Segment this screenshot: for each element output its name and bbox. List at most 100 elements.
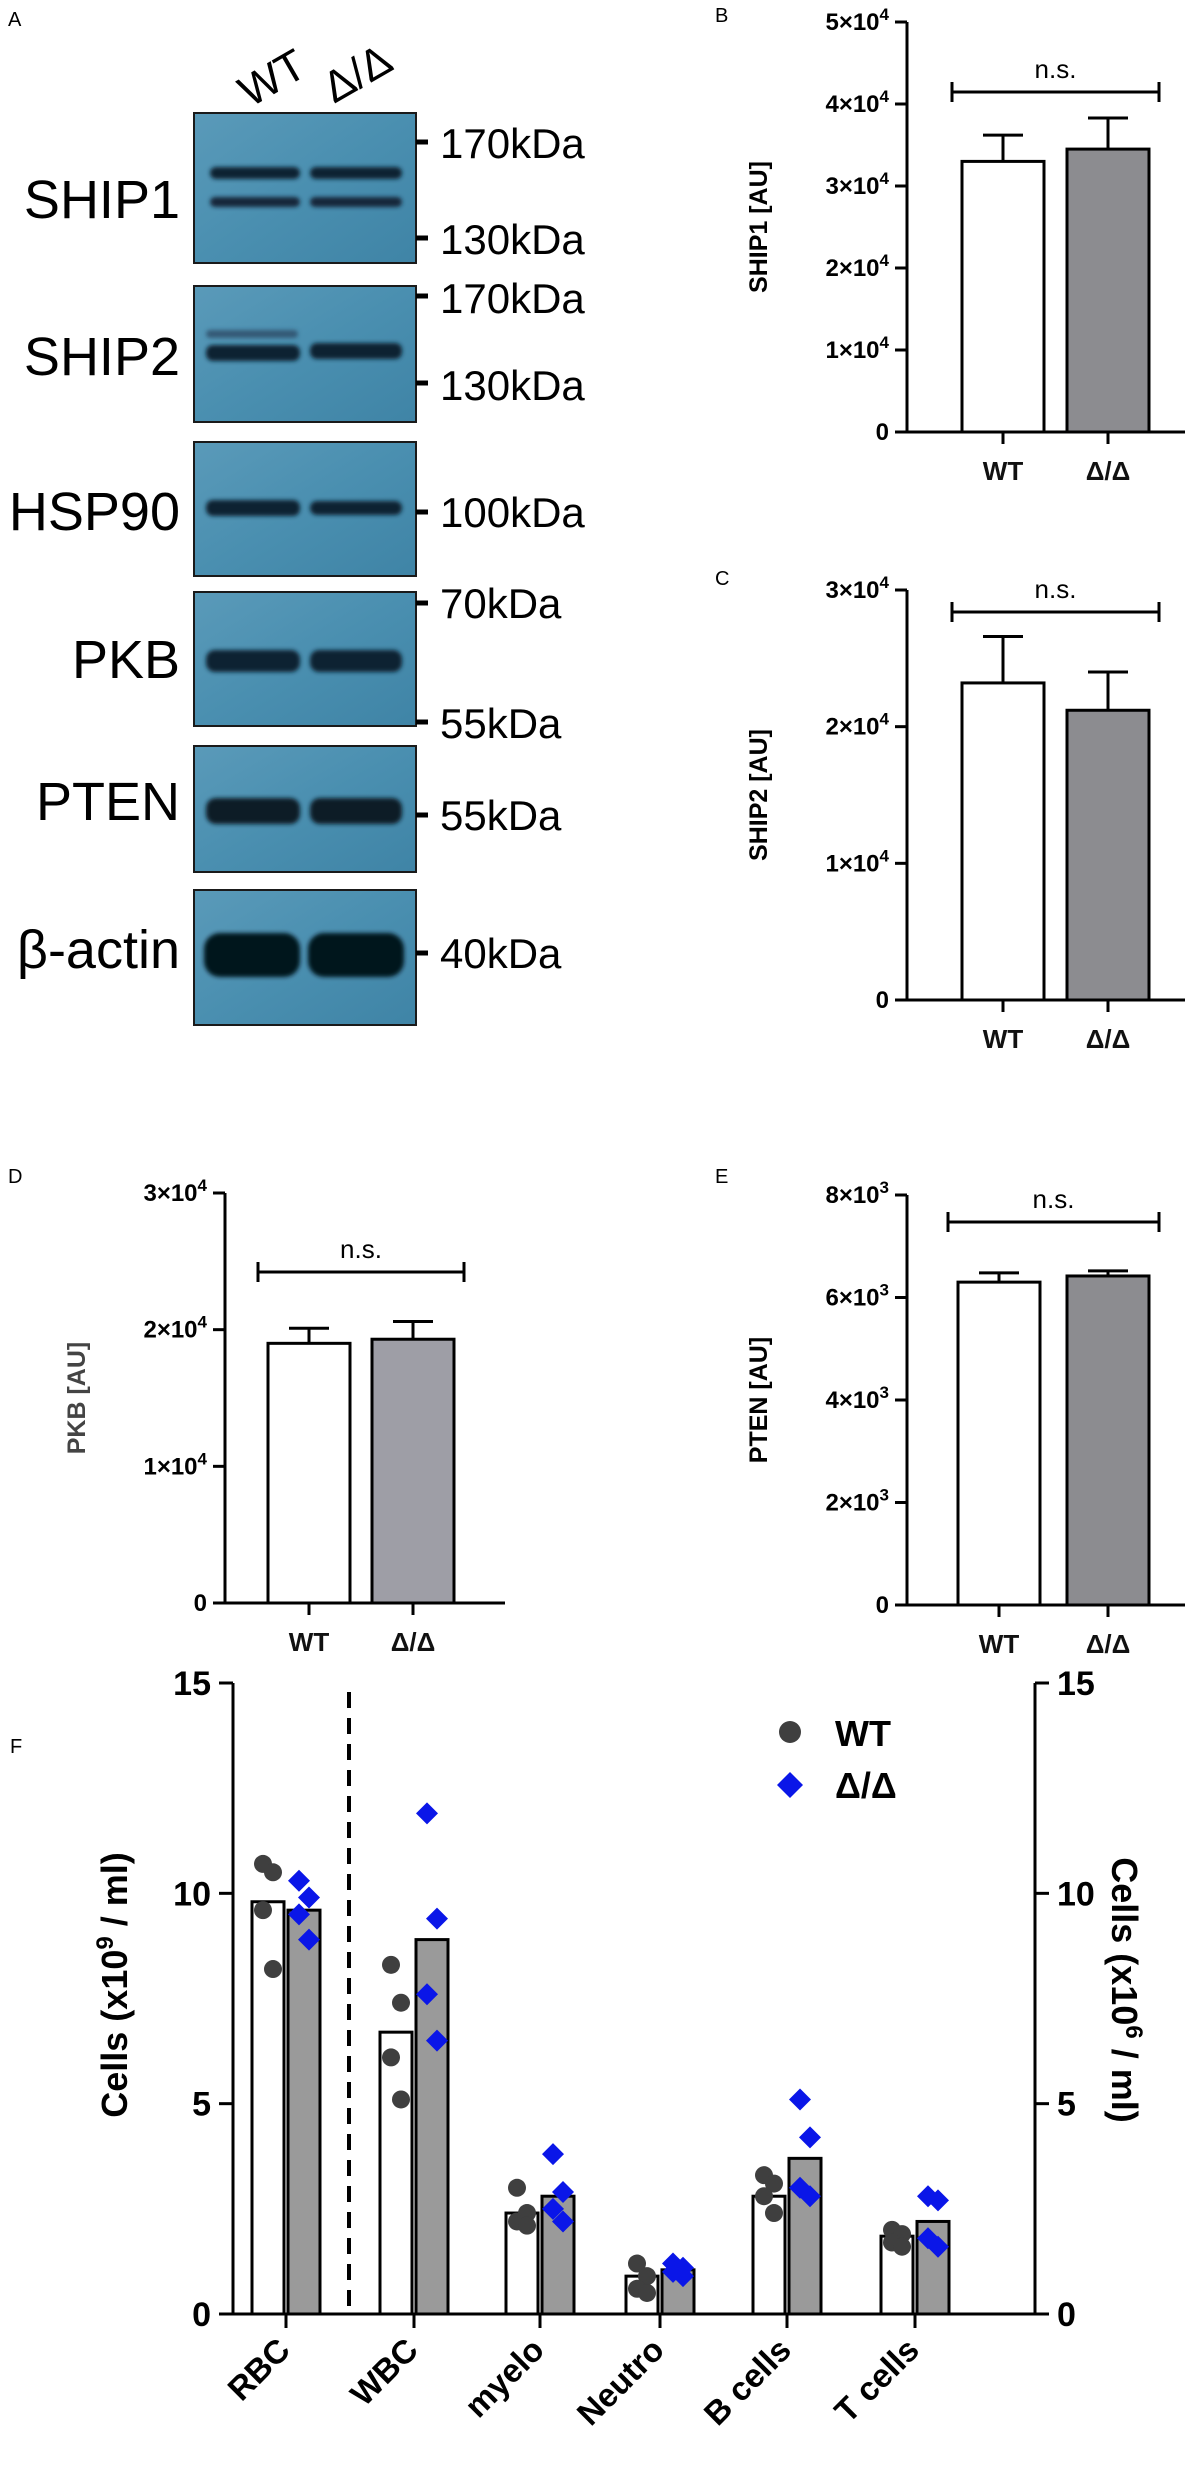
panel-f-point-mutant [298,1886,320,1909]
marker-hsp90-100: 100kDa [440,489,585,536]
blot-beta-actin: β-actin 40kDa [17,889,562,1026]
panel-e-y-tick-label: 4×103 [825,1383,889,1414]
panel-f-point-mutant [416,1983,438,2006]
panel-f-x-tick-label: RBC [220,2331,297,2408]
panel-f-y-tick-label-right: 15 [1057,1665,1095,1703]
panel-e-chart: E 0 2×103 4×103 6×103 8×103 PTEN [AU] WT Δ/Δ n.s. [715,1166,1185,1659]
panel-f-x-tick-label: T cells [827,2331,926,2430]
panel-f-point-mutant [288,1869,310,1892]
panel-f-letter: F [10,1736,22,1758]
protein-label-pten: PTEN [36,772,180,832]
blot-pten: PTEN 55kDa [36,745,562,873]
panel-d-x-tick-label: WT [289,1627,330,1657]
panel-f-y-tick-label-left: 15 [173,1665,211,1703]
panel-f-point-mutant [799,2185,821,2208]
panel-d-y-label: PKB [AU] [63,1342,91,1455]
panel-f-point-mutant [542,2197,564,2220]
panel-b-sig-label: n.s. [1035,54,1077,84]
panel-f-bar [787,2156,823,2316]
panel-f-point-wt [382,2048,400,2067]
blot-pkb: PKB 70kDa 55kDa [72,580,562,747]
panel-f-y-tick-label-right: 10 [1057,1875,1095,1913]
panel-c-y-label: SHIP2 [AU] [745,729,773,861]
panel-f-point-wt [638,2283,656,2302]
bands-pkb [206,650,402,672]
panel-f-point-wt [893,2237,911,2256]
panel-f-point-wt [765,2204,783,2223]
panel-f-point-mutant [552,2210,574,2233]
marker-pten-55: 55kDa [440,792,562,839]
protein-label-beta-actin: β-actin [17,920,180,980]
lane-label-mutant: Δ/Δ [315,35,401,113]
panel-e-y-tick-label: 0 [876,1592,889,1619]
panel-f-y-label-left: Cells (x109 / ml) [92,1852,135,2117]
panel-f-point-wt [382,1955,400,1974]
panel-d-x-tick-label: Δ/Δ [391,1627,436,1657]
panel-b-y-tick-label: 0 [876,419,889,446]
panel-a-letter: A [8,9,22,31]
panel-f-point-wt [755,2187,773,2206]
marker-ship1-130: 130kDa [440,216,585,263]
panel-f-point-wt [765,2174,783,2193]
panel-f-legend-marker-wt [779,1721,801,1743]
panel-f-x-tick-label: WBC [343,2331,425,2413]
panel-f-legend-marker-mutant [777,1772,803,1798]
panel-c-y-tick-label: 2×104 [825,710,889,741]
panel-d-bar [266,1341,352,1605]
panel-f-bar [286,1908,322,2316]
panel-a-western-blots: A WT Δ/Δ SHIP1 170kDa 130kDa SHIP2 [8,9,585,1026]
panel-c-chart: C 0 1×104 2×104 3×104 SHIP2 [AU] WT Δ/Δ n.s. [715,568,1185,1054]
panel-e-y-tick-label: 2×103 [825,1486,889,1517]
panel-e-x-tick-label: Δ/Δ [1086,1629,1131,1659]
panel-d-y-tick-label: 1×104 [143,1449,207,1480]
panel-c-bar [1065,708,1151,1002]
panel-f-point-mutant [799,2126,821,2149]
panel-c-y-tick-label: 1×104 [825,846,889,877]
panel-d-letter: D [8,1166,22,1188]
panel-b-letter: B [715,5,728,27]
protein-label-pkb: PKB [72,630,180,690]
panel-b-y-tick-label: 2×104 [825,251,889,282]
panel-b-y-tick-label: 4×104 [825,87,889,118]
panel-f-point-wt [264,1960,282,1979]
panel-e-y-tick-label: 6×103 [825,1281,889,1312]
panel-f-point-mutant [927,2235,949,2258]
panel-f-x-tick-label: B cells [697,2331,798,2432]
panel-e-y-tick-label: 8×103 [825,1178,889,1209]
bands-ship1 [210,167,402,207]
panel-f-point-wt [518,2216,536,2235]
panel-f-legend-label-wt: WT [835,1713,891,1754]
panel-f-bar [414,1938,450,2316]
marker-pkb-55: 55kDa [440,700,562,747]
protein-label-ship2: SHIP2 [24,327,180,387]
bands-beta-actin [204,933,404,977]
panel-f-point-mutant [426,1907,448,1930]
panel-f-point-mutant [426,2029,448,2052]
blot-ship1: SHIP1 170kDa 130kDa [24,112,585,264]
panel-f-point-mutant [416,1802,438,1825]
panel-c-bar [960,681,1046,1002]
panel-f-point-wt [508,2178,526,2197]
panel-f-y-tick-label-right: 0 [1057,2296,1076,2334]
panel-f-y-tick-label-left: 10 [173,1875,211,1913]
panel-e-bar [956,1280,1042,1607]
marker-beta-actin-40: 40kDa [440,930,562,977]
panel-f-x-tick-label: Neutro [570,2331,671,2432]
panel-c-x-tick-label: Δ/Δ [1086,1024,1131,1054]
panel-f-bar [378,2030,414,2316]
panel-e-y-label: PTEN [AU] [745,1337,773,1463]
panel-f-point-mutant [288,1903,310,1926]
panel-f-point-wt [628,2254,646,2273]
lane-label-wt: WT [231,40,315,117]
panel-b-y-label: SHIP1 [AU] [745,161,773,293]
panel-f-x-tick-label: myelo [457,2331,551,2425]
marker-ship1-170: 170kDa [440,120,585,167]
panel-b-bar [960,159,1046,434]
blot-ship2: SHIP2 170kDa 130kDa [24,275,585,423]
panel-f-y-tick-label-right: 5 [1057,2086,1076,2124]
panel-b-y-tick-label: 1×104 [825,333,889,364]
panel-b-y-tick-label: 5×104 [825,5,889,36]
panel-f-legend-label-mutant: Δ/Δ [835,1765,897,1806]
protein-label-ship1: SHIP1 [24,170,180,230]
